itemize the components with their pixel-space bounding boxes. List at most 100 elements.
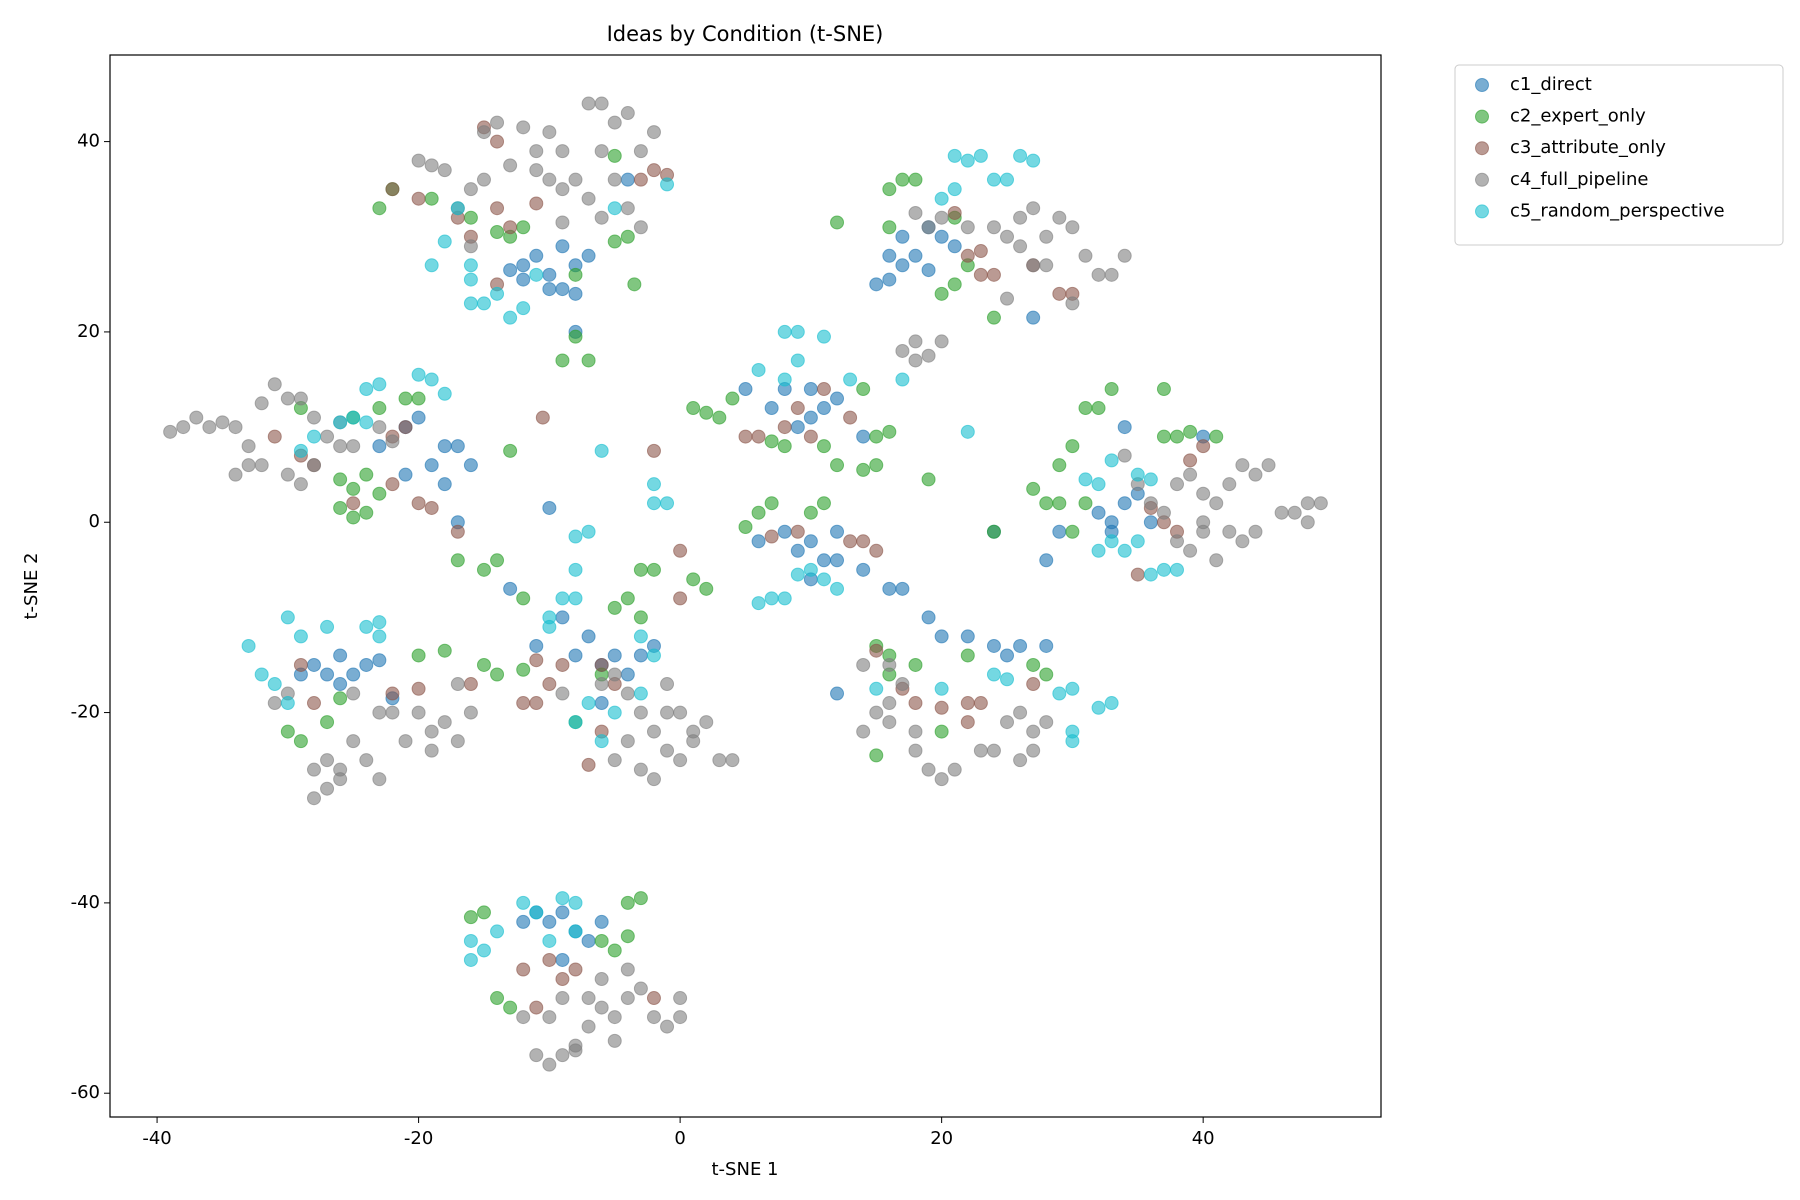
point bbox=[986, 524, 1001, 539]
point bbox=[830, 581, 845, 596]
point bbox=[1130, 534, 1145, 549]
point bbox=[463, 239, 478, 254]
point bbox=[372, 201, 387, 216]
point bbox=[607, 1033, 622, 1048]
point bbox=[908, 743, 923, 758]
point bbox=[686, 572, 701, 587]
legend-label: c5_random_perspective bbox=[1510, 200, 1725, 221]
point bbox=[856, 562, 871, 577]
point bbox=[568, 648, 583, 663]
point bbox=[372, 420, 387, 435]
point bbox=[908, 334, 923, 349]
point bbox=[1104, 453, 1119, 468]
point bbox=[450, 677, 465, 692]
point bbox=[581, 191, 596, 206]
point bbox=[830, 391, 845, 406]
point bbox=[934, 681, 949, 696]
point bbox=[1274, 505, 1289, 520]
point bbox=[633, 891, 648, 906]
point bbox=[777, 324, 792, 339]
point bbox=[1287, 505, 1302, 520]
point bbox=[346, 686, 361, 701]
point bbox=[764, 434, 779, 449]
point bbox=[790, 324, 805, 339]
point bbox=[293, 734, 308, 749]
point bbox=[450, 553, 465, 568]
point bbox=[620, 686, 635, 701]
point bbox=[424, 191, 439, 206]
point bbox=[620, 991, 635, 1006]
point bbox=[947, 277, 962, 292]
point bbox=[202, 420, 217, 435]
point bbox=[372, 653, 387, 668]
point bbox=[633, 705, 648, 720]
point bbox=[568, 267, 583, 282]
point bbox=[555, 353, 570, 368]
point bbox=[1209, 496, 1224, 511]
point bbox=[346, 510, 361, 525]
point bbox=[934, 191, 949, 206]
point bbox=[594, 443, 609, 458]
point bbox=[607, 115, 622, 130]
point bbox=[921, 220, 936, 235]
point bbox=[1039, 667, 1054, 682]
point bbox=[463, 210, 478, 225]
point bbox=[359, 415, 374, 430]
point bbox=[830, 458, 845, 473]
point bbox=[555, 182, 570, 197]
point bbox=[712, 410, 727, 425]
point bbox=[529, 1000, 544, 1015]
point bbox=[542, 267, 557, 282]
point bbox=[411, 191, 426, 206]
point bbox=[986, 743, 1001, 758]
point bbox=[359, 505, 374, 520]
point bbox=[437, 715, 452, 730]
point bbox=[594, 210, 609, 225]
point bbox=[1183, 453, 1198, 468]
point bbox=[1065, 220, 1080, 235]
point bbox=[490, 134, 505, 149]
point bbox=[529, 163, 544, 178]
point bbox=[320, 429, 335, 444]
y-tick-label: -20 bbox=[71, 702, 100, 723]
x-axis-label: t-SNE 1 bbox=[712, 1159, 779, 1180]
point bbox=[751, 362, 766, 377]
point bbox=[986, 220, 1001, 235]
point bbox=[529, 196, 544, 211]
point bbox=[535, 410, 550, 425]
point bbox=[1039, 258, 1054, 273]
point bbox=[529, 653, 544, 668]
point bbox=[280, 391, 295, 406]
point bbox=[320, 715, 335, 730]
point bbox=[960, 715, 975, 730]
point bbox=[1104, 534, 1119, 549]
point bbox=[359, 619, 374, 634]
point bbox=[333, 648, 348, 663]
point bbox=[986, 638, 1001, 653]
point bbox=[1196, 439, 1211, 454]
point bbox=[777, 524, 792, 539]
point bbox=[620, 895, 635, 910]
point bbox=[476, 943, 491, 958]
point bbox=[1183, 543, 1198, 558]
point bbox=[1000, 291, 1015, 306]
point bbox=[1078, 472, 1093, 487]
point bbox=[908, 724, 923, 739]
point bbox=[777, 591, 792, 606]
point bbox=[581, 757, 596, 772]
point bbox=[372, 377, 387, 392]
point bbox=[777, 439, 792, 454]
point bbox=[372, 629, 387, 644]
point bbox=[712, 753, 727, 768]
point bbox=[254, 458, 269, 473]
point bbox=[1013, 753, 1028, 768]
point bbox=[411, 681, 426, 696]
point bbox=[463, 952, 478, 967]
point bbox=[542, 933, 557, 948]
point bbox=[620, 591, 635, 606]
point bbox=[267, 377, 282, 392]
point bbox=[1000, 172, 1015, 187]
point bbox=[437, 477, 452, 492]
point bbox=[333, 415, 348, 430]
point bbox=[921, 348, 936, 363]
